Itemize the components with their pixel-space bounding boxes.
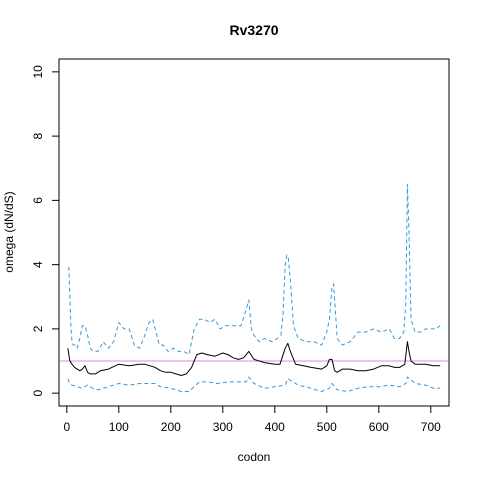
y-tick-label: 6	[31, 197, 45, 204]
plot-frame	[58, 58, 450, 407]
series-layer	[60, 183, 448, 392]
y-tick-label: 2	[31, 325, 45, 332]
series-line-lower	[67, 376, 441, 392]
chart-title: Rv3270	[229, 22, 278, 38]
y-tick-label: 0	[31, 389, 45, 396]
x-tick-label: 200	[161, 420, 181, 434]
series-line-estimate	[67, 341, 441, 376]
y-tick-label: 8	[31, 132, 45, 139]
x-tick-label: 400	[265, 420, 285, 434]
x-axis: 0 100 200 300 400 500 600 700	[63, 405, 441, 434]
x-tick-label: 500	[317, 420, 337, 434]
x-tick-label: 600	[369, 420, 389, 434]
x-axis-label: codon	[238, 450, 271, 464]
y-axis-label: omega (dN/dS)	[2, 191, 16, 272]
x-tick-label: 100	[109, 420, 129, 434]
x-tick-label: 700	[421, 420, 441, 434]
x-tick-label: 0	[63, 420, 70, 434]
y-axis: 0 2 4 6 8 10	[31, 65, 60, 396]
series-line-upper	[67, 183, 441, 356]
y-tick-label: 4	[31, 261, 45, 268]
y-tick-label: 10	[31, 65, 45, 79]
x-tick-label: 300	[213, 420, 233, 434]
